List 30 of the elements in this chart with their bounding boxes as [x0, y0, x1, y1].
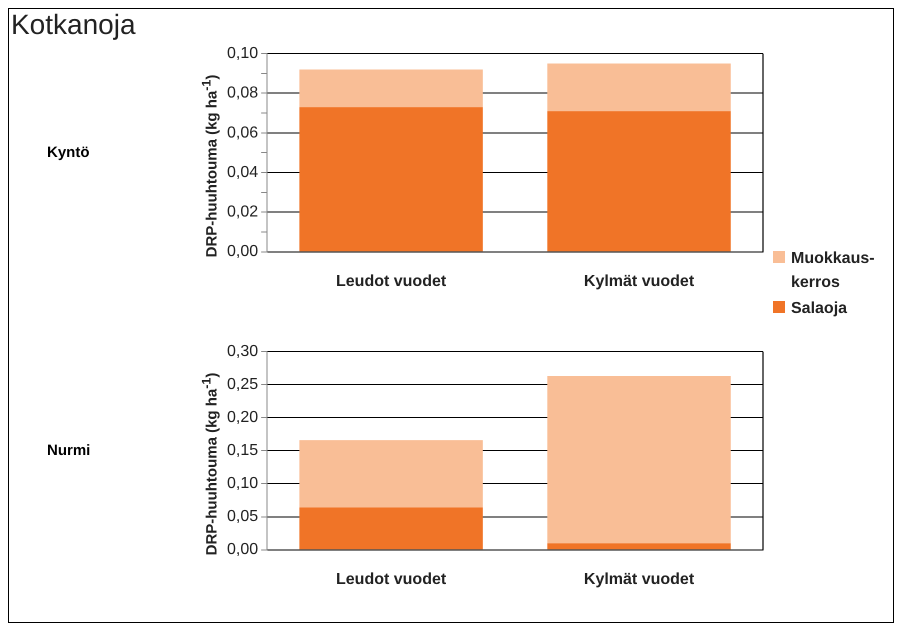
y-tick-label: 0,10 [227, 45, 258, 62]
x-tick-label: Kylmät vuodet [584, 570, 695, 588]
bar [299, 440, 483, 508]
y-tick-label: 0,30 [227, 343, 258, 360]
y-tick-label: 0,00 [227, 243, 258, 260]
chart-title: Kotkanoja [10, 9, 137, 41]
bar [299, 69, 483, 108]
bar [299, 508, 483, 550]
y-tick-label: 0,25 [227, 376, 258, 394]
bar [547, 543, 731, 550]
y-tick-label: 0,10 [227, 475, 258, 492]
y-tick-label: 0,08 [227, 84, 258, 102]
y-tick-label: 0,02 [227, 204, 258, 221]
bar [547, 111, 731, 252]
bar [547, 64, 731, 112]
y-tick-label: 0,05 [227, 508, 258, 526]
x-tick-label: Leudot vuodet [336, 570, 447, 588]
x-tick-label: Kylmät vuodet [584, 272, 695, 290]
x-tick-label: Leudot vuodet [336, 272, 447, 290]
text: Nurmi [47, 442, 90, 459]
y-tick-label: 0,15 [227, 442, 258, 460]
text: Kyntö [47, 144, 90, 161]
y-tick-label: 0,00 [227, 541, 258, 558]
y-tick-label: 0,06 [227, 124, 258, 142]
bar [547, 376, 731, 544]
legend-label: Muokkaus-kerros [791, 249, 875, 293]
legend-label: Salaoja [791, 299, 848, 319]
y-tick-label: 0,20 [227, 409, 258, 426]
y-tick-label: 0,04 [227, 164, 258, 181]
bar [299, 107, 483, 252]
